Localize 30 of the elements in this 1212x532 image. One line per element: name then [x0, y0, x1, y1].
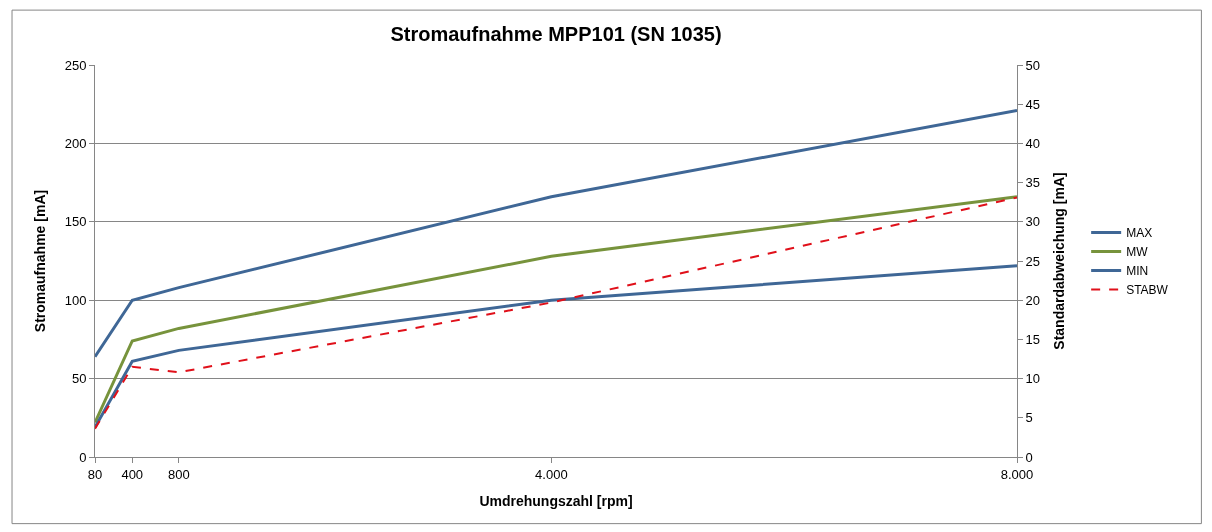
x-tick-label: 800 — [167, 466, 190, 482]
y2-tick-label: 40 — [1025, 135, 1041, 151]
y2-tick-label: 45 — [1025, 96, 1041, 112]
chart-title: Stromaufnahme MPP101 (SN 1035) — [390, 22, 722, 45]
y2-tick-label: 15 — [1025, 331, 1041, 347]
y-tick-label: 0 — [79, 449, 87, 465]
x-tick-label: 8.000 — [1000, 466, 1034, 482]
y-axis-title: Stromaufnahme [mA] — [32, 189, 49, 333]
y2-tick-label: 25 — [1025, 253, 1041, 269]
y-tick-label: 50 — [71, 371, 87, 387]
y2-tick-label: 30 — [1025, 214, 1041, 230]
legend-label: MAX — [1126, 226, 1153, 241]
y2-tick-label: 10 — [1025, 371, 1041, 387]
y-tick-label: 200 — [64, 135, 87, 151]
x-axis-title: Umdrehungszahl [rpm] — [479, 492, 633, 509]
legend-label: MIN — [1126, 264, 1149, 279]
y-tick-label: 100 — [64, 292, 87, 308]
y2-tick-label: 35 — [1025, 175, 1041, 191]
x-tick-label: 80 — [87, 466, 103, 482]
y2-axis-title: Standardabweichung [mA] — [1051, 172, 1068, 350]
y2-tick-label: 5 — [1025, 410, 1033, 426]
y2-tick-label: 50 — [1025, 57, 1041, 73]
y2-tick-label: 20 — [1025, 292, 1041, 308]
y-tick-label: 150 — [64, 214, 87, 230]
y2-tick-label: 0 — [1025, 449, 1033, 465]
x-tick-label: 400 — [121, 466, 144, 482]
y-tick-label: 250 — [64, 57, 87, 73]
x-tick-label: 4.000 — [535, 466, 568, 482]
legend-label: STABW — [1126, 283, 1169, 298]
legend-label: MW — [1126, 245, 1149, 260]
